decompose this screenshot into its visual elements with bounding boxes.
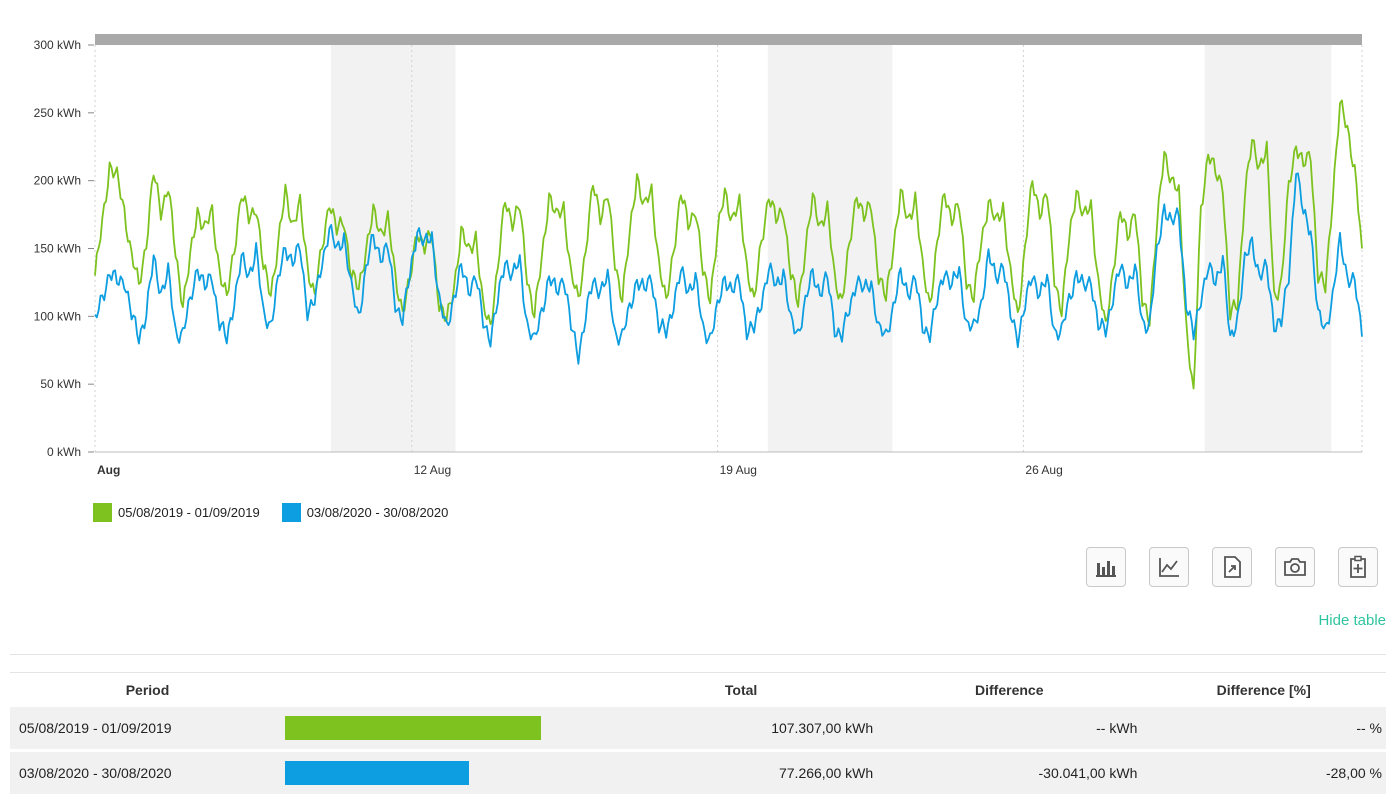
row-bar-cell bbox=[285, 750, 605, 797]
chart-legend: 05/08/2019 - 01/09/2019 03/08/2020 - 30/… bbox=[93, 503, 448, 522]
x-tick-label: Aug bbox=[97, 463, 120, 477]
export-document-icon bbox=[1224, 556, 1241, 578]
legend-label-2020: 03/08/2020 - 30/08/2020 bbox=[306, 505, 449, 520]
table-row: 05/08/2019 - 01/09/2019 107.307,00 kWh -… bbox=[10, 707, 1386, 752]
header-difference: Difference bbox=[877, 672, 1142, 707]
row-period: 05/08/2019 - 01/09/2019 bbox=[10, 707, 285, 752]
row-total: 107.307,00 kWh bbox=[605, 707, 878, 752]
row-total-bar bbox=[285, 716, 541, 740]
y-tick-label: 0 kWh bbox=[47, 445, 81, 459]
x-tick-label: 26 Aug bbox=[1025, 463, 1062, 477]
line-chart-icon bbox=[1159, 558, 1179, 577]
row-total: 77.266,00 kWh bbox=[605, 750, 878, 797]
y-tick-label: 150 kWh bbox=[34, 242, 81, 256]
legend-label-2019: 05/08/2019 - 01/09/2019 bbox=[118, 505, 260, 520]
legend-item-2019[interactable]: 05/08/2019 - 01/09/2019 bbox=[93, 503, 260, 522]
row-difference-pct: -28,00 % bbox=[1141, 750, 1386, 797]
add-to-clipboard-icon bbox=[1350, 555, 1366, 578]
hide-table-link[interactable]: Hide table bbox=[1318, 612, 1386, 629]
y-tick-label: 100 kWh bbox=[34, 309, 81, 323]
row-difference: -- kWh bbox=[877, 707, 1142, 752]
chart-toolbar bbox=[1086, 547, 1378, 587]
header-total: Total bbox=[605, 672, 878, 707]
table-row: 03/08/2020 - 30/08/2020 77.266,00 kWh -3… bbox=[10, 750, 1386, 797]
export-document-button[interactable] bbox=[1212, 547, 1252, 587]
divider bbox=[10, 654, 1386, 655]
comparison-table: Period Total Difference Difference [%] 0… bbox=[10, 672, 1386, 797]
weekend-band bbox=[767, 45, 893, 452]
camera-icon bbox=[1284, 558, 1306, 576]
weekend-band bbox=[330, 45, 456, 452]
series-line-2020 bbox=[94, 172, 1363, 365]
row-bar-cell bbox=[285, 707, 605, 752]
line-chart-button[interactable] bbox=[1149, 547, 1189, 587]
header-difference-pct: Difference [%] bbox=[1141, 672, 1386, 707]
row-difference-pct: -- % bbox=[1141, 707, 1386, 752]
consumption-line-chart: 300 kWh 250 kWh 200 kWh 150 kWh 100 kWh 50 kW… bbox=[34, 34, 1363, 477]
row-period: 03/08/2020 - 30/08/2020 bbox=[10, 750, 285, 797]
legend-item-2020[interactable]: 03/08/2020 - 30/08/2020 bbox=[281, 503, 449, 522]
add-to-clipboard-button[interactable] bbox=[1338, 547, 1378, 587]
x-tick-label: 19 Aug bbox=[720, 463, 757, 477]
series-line-2019 bbox=[94, 99, 1363, 390]
header-bar bbox=[285, 672, 605, 707]
x-tick-label: 12 Aug bbox=[414, 463, 451, 477]
bar-chart-icon bbox=[1096, 561, 1116, 577]
row-difference: -30.041,00 kWh bbox=[877, 750, 1142, 797]
y-tick-label: 250 kWh bbox=[34, 106, 81, 120]
row-total-bar bbox=[285, 761, 470, 785]
legend-swatch-2019 bbox=[93, 503, 112, 522]
bar-chart-button[interactable] bbox=[1086, 547, 1126, 587]
snapshot-button[interactable] bbox=[1275, 547, 1315, 587]
y-tick-label: 200 kWh bbox=[34, 174, 81, 188]
header-period: Period bbox=[10, 672, 285, 707]
y-tick-label: 300 kWh bbox=[34, 38, 81, 52]
y-tick-label: 50 kWh bbox=[40, 377, 81, 391]
table-header-row: Period Total Difference Difference [%] bbox=[10, 672, 1386, 707]
legend-swatch-2020 bbox=[281, 503, 301, 522]
max-band bbox=[95, 34, 1362, 45]
